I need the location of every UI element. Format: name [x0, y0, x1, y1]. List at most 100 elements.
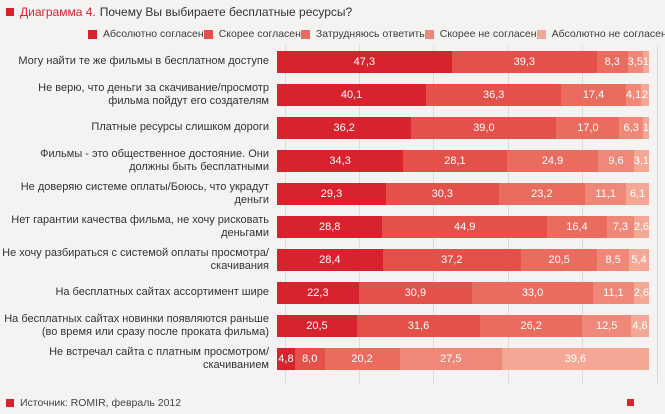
segment-value-label: 39,6 [564, 352, 587, 365]
legend-label: Скорее не согласен [439, 28, 537, 40]
category-label: Платные ресурсы слишком дороги [91, 121, 269, 133]
bar-segment: 31,6 [356, 314, 481, 337]
bar-segment: 1 [642, 50, 649, 73]
segment-value-label: 36,3 [482, 88, 505, 101]
segment-value-label: 12,5 [595, 319, 618, 332]
category-label: Не верю, что деньги за скачивание/просмо… [38, 81, 269, 107]
legend-swatch-icon [203, 29, 213, 39]
title-bullet-icon [6, 8, 14, 16]
bar-segment: 4,8 [277, 347, 295, 370]
bar-segment: 11,1 [585, 182, 627, 205]
chart-row: Не верю, что деньги за скачивание/просмо… [0, 78, 665, 111]
segment-value-label: 17,4 [582, 88, 605, 101]
segment-value-label: 3,1 [633, 154, 649, 167]
bar-segment: 23,2 [498, 182, 586, 205]
chart-row: Могу найти те же фильмы в бесплатном дос… [0, 45, 665, 78]
category-label: Фильмы - это общественное достояние. Они… [40, 147, 269, 173]
chart-row: На бесплатных сайтах новинки появляются … [0, 309, 665, 342]
segment-value-label: 31,6 [407, 319, 430, 332]
stacked-bar: 28,4 37,2 20,5 8,5 5,4 [277, 248, 650, 271]
segment-value-label: 30,3 [431, 187, 454, 200]
segment-value-label: 7,3 [612, 220, 628, 233]
source-text: Источник: ROMIR, февраль 2012 [20, 397, 182, 409]
gridline [507, 45, 509, 383]
chart-row: Не хочу разбираться с системой оплаты пр… [0, 243, 665, 276]
legend-swatch-icon [424, 29, 434, 39]
bar-segment: 8,3 [596, 50, 628, 73]
legend-swatch-icon [536, 29, 546, 39]
segment-value-label: 20,5 [548, 253, 570, 266]
segment-value-label: 20,5 [306, 319, 328, 332]
segment-value-label: 30,9 [404, 286, 427, 299]
bar-segment: 36,3 [426, 83, 562, 106]
segment-value-label: 8,0 [302, 352, 318, 365]
gridline [433, 45, 435, 383]
bar-segment: 39,0 [411, 116, 557, 139]
bar-segment: 30,3 [386, 182, 499, 205]
segment-value-label: 39,3 [513, 55, 536, 68]
segment-value-label: 28,1 [444, 154, 466, 167]
source-bullet-icon [6, 399, 14, 407]
segment-value-label: 22,3 [307, 286, 329, 299]
legend-item: Скорее согласен [203, 28, 301, 40]
segment-value-label: 9,6 [608, 154, 624, 167]
segment-value-label: 37,2 [441, 253, 463, 266]
chart-number: Диаграмма 4. [20, 5, 96, 19]
segment-value-label: 4,8 [278, 352, 294, 365]
stacked-bar: 34,3 28,1 24,9 9,6 3,1 [277, 149, 649, 172]
category-label: Не встречал сайта с платным просмотром/с… [49, 345, 269, 371]
category-label: На бесплатных сайтах новинки появляются … [4, 312, 269, 338]
bar-segment: 4,6 [631, 314, 649, 337]
segment-value-label: 33,0 [521, 286, 544, 299]
chart-row: Нет гарантии качества фильма, не хочу ри… [0, 210, 665, 243]
chart-row: Платные ресурсы слишком дороги 36,2 39,0 17… [0, 111, 665, 144]
bar-segment: 11,1 [593, 281, 634, 304]
bar-segment: 2,6 [633, 215, 649, 238]
segment-value-label: 17,0 [577, 121, 599, 134]
chart-area: Могу найти те же фильмы в бесплатном дос… [0, 45, 665, 383]
gridlines [284, 45, 658, 383]
source-row: Источник: ROMIR, февраль 2012 [6, 397, 181, 409]
bar-segment: 44,9 [382, 215, 547, 238]
legend-item: Абсолютно не согласен [536, 28, 665, 40]
legend-label: Скорее согласен [218, 28, 301, 40]
gridline [358, 45, 360, 383]
segment-value-label: 2,6 [633, 220, 649, 233]
chart-row: На бесплатных сайтах ассортимент шире 22,… [0, 276, 665, 309]
bar-segment: 37,2 [382, 248, 522, 271]
bar-segment: 28,1 [403, 149, 507, 172]
segment-value-label: 2,6 [633, 286, 649, 299]
segment-value-label: 6,1 [630, 187, 646, 200]
bar-segment: 36,2 [277, 116, 412, 139]
stacked-bar: 36,2 39,0 17,0 6,3 1 [277, 116, 649, 139]
legend-label: Абсолютно не согласен [551, 28, 665, 40]
segment-value-label: 34,3 [329, 154, 351, 167]
bar-segment: 17,0 [556, 116, 620, 139]
footer-marker-icon [627, 399, 634, 406]
segment-value-label: 5,4 [631, 253, 647, 266]
segment-value-label: 8,3 [604, 55, 620, 68]
legend-item: Абсолютно согласен [88, 28, 204, 40]
segment-value-label: 16,4 [566, 220, 588, 233]
chart-row: Не встречал сайта с платным просмотром/с… [0, 342, 665, 375]
segment-value-label: 26,2 [520, 319, 542, 332]
legend: Абсолютно согласен Скорее согласен Затрудн… [88, 28, 665, 40]
bar-segment: 20,2 [324, 347, 400, 370]
bar-segment: 28,8 [277, 215, 383, 238]
bar-segment: 7,3 [606, 215, 634, 238]
bar-segment: 3,5 [627, 50, 643, 73]
bar-segment: 47,3 [277, 50, 452, 73]
bar-segment: 26,2 [480, 314, 583, 337]
segment-value-label: 1 [642, 55, 649, 68]
segment-value-label: 4,6 [632, 319, 648, 332]
page-title: Почему Вы выбираете бесплатные ресурсы? [99, 5, 353, 19]
segment-value-label: 47,3 [353, 55, 376, 68]
bar-segment: 39,3 [451, 50, 597, 73]
bar-segment: 20,5 [521, 248, 598, 271]
segment-value-label: 36,2 [333, 121, 355, 134]
chart-row: Не доверяю системе оплаты/Боюсь, что укр… [0, 177, 665, 210]
bar-segment: 28,4 [277, 248, 383, 271]
bar-segment: 5,4 [628, 248, 650, 271]
segment-value-label: 20,2 [351, 352, 373, 365]
chart-row: Фильмы - это общественное достояние. Они… [0, 144, 665, 177]
